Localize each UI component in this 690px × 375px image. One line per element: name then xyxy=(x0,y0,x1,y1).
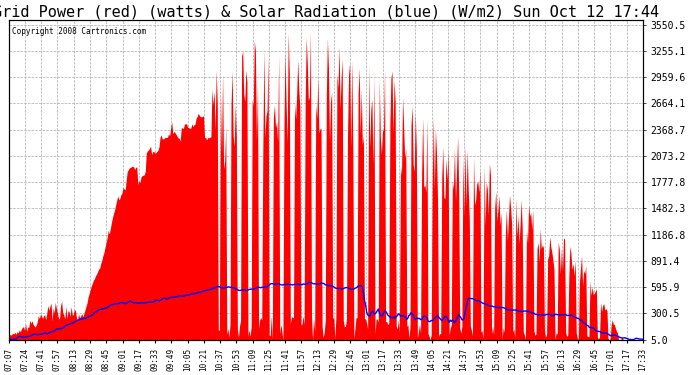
Text: Copyright 2008 Cartronics.com: Copyright 2008 Cartronics.com xyxy=(12,27,146,36)
Title: Grid Power (red) (watts) & Solar Radiation (blue) (W/m2) Sun Oct 12 17:44: Grid Power (red) (watts) & Solar Radiati… xyxy=(0,4,659,19)
